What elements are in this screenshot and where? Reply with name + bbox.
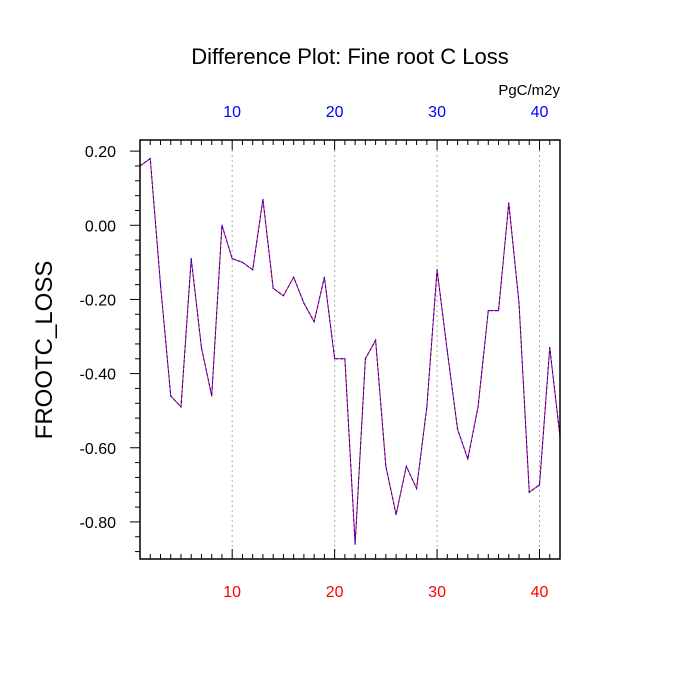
data-point [200, 347, 203, 349]
x-tick-label-top: 20 [326, 104, 344, 121]
data-point [323, 276, 325, 278]
x-tick-label-bottom: 40 [531, 584, 549, 601]
y-tick-label: 0.00 [85, 218, 116, 235]
data-point [159, 284, 162, 286]
data-point [508, 202, 510, 204]
x-tick-label-top: 30 [428, 104, 446, 121]
data-point [385, 465, 387, 467]
y-tick-label: 0.20 [85, 144, 116, 161]
data-point [436, 269, 438, 271]
data-point [518, 302, 520, 304]
data-point [446, 350, 448, 352]
data-point [487, 309, 489, 312]
data-point [334, 358, 336, 360]
data-point [190, 258, 192, 260]
data-point [467, 458, 469, 460]
data-point [282, 295, 285, 297]
data-point [497, 309, 500, 312]
x-tick-label-bottom: 10 [223, 584, 241, 601]
data-point [395, 513, 397, 516]
data-point [375, 339, 377, 341]
data-point [252, 269, 254, 271]
tick-label-layer: 10 10 20 20 30 30 40 40 0.20 0.00 -0.20 -0.40 -0.60 -… [80, 104, 549, 601]
data-point [313, 321, 315, 323]
data-point [149, 157, 151, 160]
series-layer [139, 157, 561, 545]
data-point [364, 358, 366, 360]
data-point [180, 406, 182, 408]
data-point [528, 491, 530, 493]
tick-layer [130, 140, 561, 559]
series-line-blue [139, 157, 561, 545]
data-point [405, 465, 407, 467]
series-line-red [139, 157, 561, 545]
grid-layer [231, 140, 541, 559]
data-point [241, 261, 244, 263]
data-point [354, 543, 356, 545]
data-point [344, 358, 346, 360]
data-point [456, 428, 459, 430]
x-tick-label-bottom: 20 [326, 584, 344, 601]
data-point [303, 302, 305, 304]
y-tick-label: -0.40 [80, 367, 117, 384]
data-point [231, 258, 233, 260]
y-tick-label: -0.20 [80, 292, 117, 309]
data-point [293, 276, 295, 278]
data-point [538, 484, 541, 486]
x-tick-label-top: 10 [223, 104, 241, 121]
data-point [211, 395, 213, 397]
plot-frame [139, 139, 561, 560]
data-point [221, 224, 223, 226]
data-point [549, 347, 551, 349]
data-point [262, 198, 264, 200]
data-point [170, 395, 172, 397]
data-point [477, 406, 479, 408]
chart-title: Difference Plot: Fine root C Loss [191, 44, 509, 69]
units-label: PgC/m2y [498, 82, 560, 99]
data-point [272, 287, 274, 289]
x-tick-label-bottom: 30 [428, 584, 446, 601]
y-tick-label: -0.60 [80, 441, 117, 458]
data-point [426, 406, 428, 408]
y-tick-label: -0.80 [80, 515, 117, 532]
y-axis-label: FROOTC_LOSS [31, 261, 58, 440]
data-point [415, 487, 418, 490]
x-tick-label-top: 40 [531, 104, 549, 121]
